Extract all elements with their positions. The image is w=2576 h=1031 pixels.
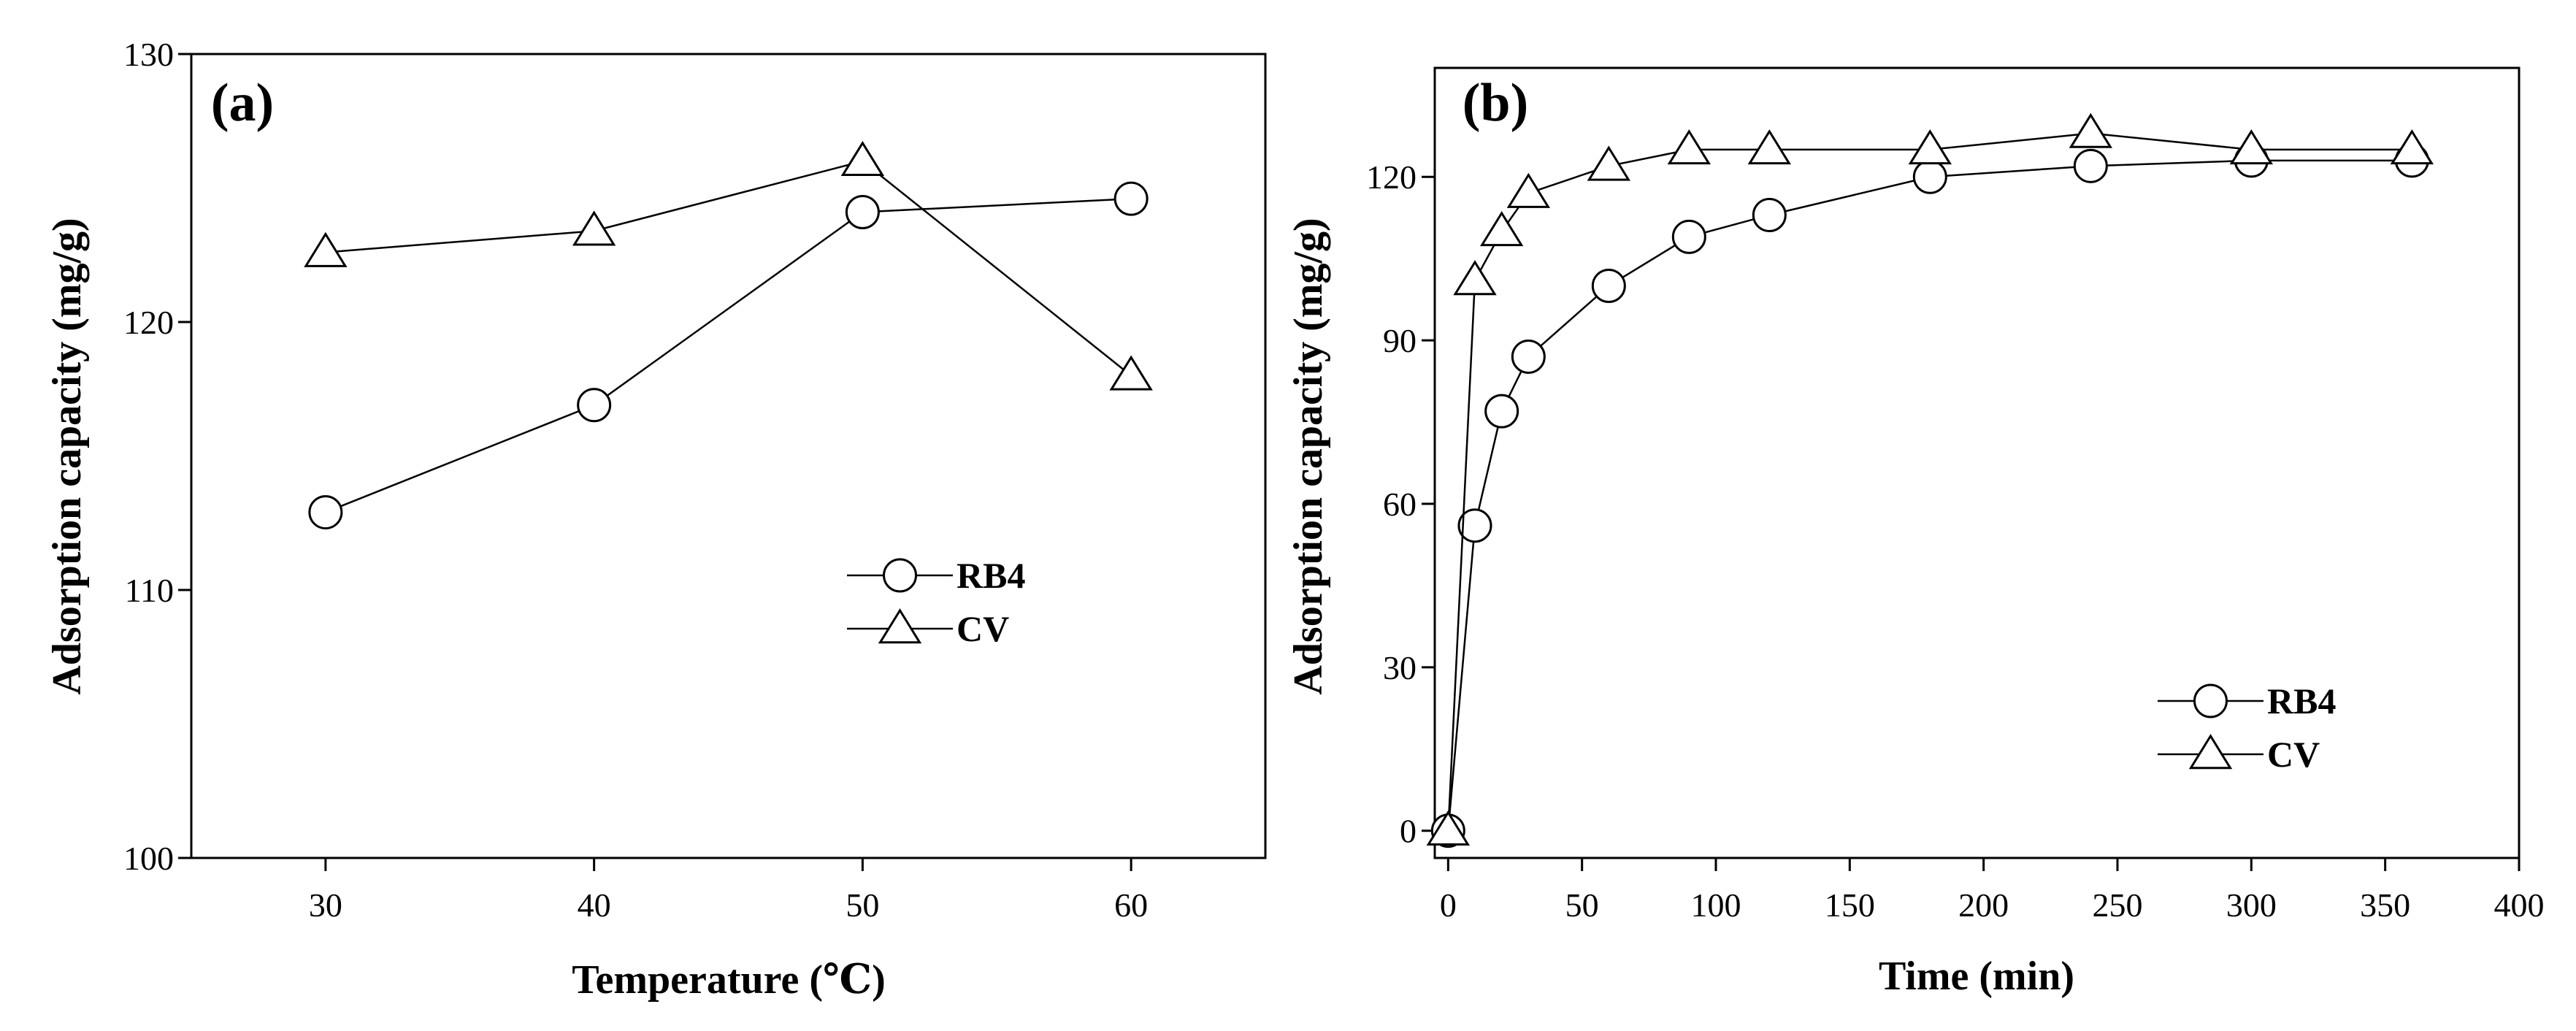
- panel-label: (b): [1463, 73, 1528, 133]
- x-tick-label: 60: [1114, 886, 1148, 924]
- legend-entry-cv: CV: [847, 608, 1009, 649]
- y-tick-label: 30: [1383, 649, 1417, 686]
- legend-label: RB4: [2267, 681, 2336, 721]
- panel-b: 0 50 100 150 200 250 300 350 400 0 30 60 90 120 Time (…: [1286, 66, 2545, 999]
- series-cv: [1426, 112, 2434, 846]
- y-tick-label: 0: [1400, 813, 1417, 850]
- y-tick-label: 110: [125, 572, 174, 609]
- y-tick-label: 60: [1383, 486, 1417, 523]
- circle-point: [1484, 394, 1519, 429]
- circle-point: [308, 495, 343, 530]
- legend-entry-rb4: RB4: [847, 555, 1025, 596]
- triangle-point: [1426, 810, 1471, 846]
- x-tick-label: 100: [1691, 886, 1741, 924]
- circle-point: [1457, 508, 1492, 543]
- y-tick-label: 90: [1383, 322, 1417, 359]
- circle-point: [1591, 268, 1626, 303]
- circle-point: [1752, 197, 1787, 232]
- circle-point: [2073, 148, 2108, 183]
- legend-circle-marker: [2193, 683, 2228, 718]
- x-tick-label: 50: [846, 886, 879, 924]
- triangle-point: [2069, 112, 2113, 148]
- circle-point: [1671, 219, 1706, 254]
- x-tick-label: 350: [2360, 886, 2410, 924]
- x-tick-label: 200: [1958, 886, 2009, 924]
- x-tick-label: 250: [2093, 886, 2143, 924]
- circle-point: [845, 195, 880, 230]
- triangle-point: [1908, 129, 1952, 165]
- y-axis-title: Adsorption capacity (mg/g): [1286, 218, 1331, 694]
- plot-frame: [1433, 66, 2521, 859]
- triangle-point: [304, 231, 348, 267]
- x-tick-label: 150: [1825, 886, 1875, 924]
- triangle-point: [1587, 145, 1631, 181]
- legend-entry-rb4: RB4: [2158, 681, 2336, 721]
- legend-label: RB4: [957, 555, 1025, 596]
- legend-label: CV: [2267, 734, 2320, 775]
- x-tick-label: 300: [2226, 886, 2277, 924]
- x-tick-label: 50: [1565, 886, 1599, 924]
- series-line: [325, 160, 1132, 377]
- circle-point: [1511, 339, 1546, 374]
- series-line: [1447, 159, 2412, 831]
- circle-point: [1912, 159, 1947, 194]
- triangle-point: [2390, 129, 2434, 165]
- triangle-point: [1747, 129, 1792, 165]
- triangle-point: [2229, 129, 2274, 165]
- triangle-point: [840, 140, 885, 177]
- triangle-point: [1453, 260, 1497, 296]
- x-tick-label: 0: [1440, 886, 1457, 924]
- triangle-point: [1479, 211, 1524, 247]
- circle-point: [1113, 181, 1149, 216]
- x-tick-label: 30: [309, 886, 342, 924]
- circle-point: [577, 388, 612, 423]
- legend-triangle-marker: [878, 608, 922, 644]
- panel-a: 30 40 50 60 100 110 120 130 Temperature (℃) Adsor…: [45, 36, 1267, 1003]
- triangle-point: [1109, 355, 1153, 391]
- series-line: [1447, 132, 2412, 831]
- triangle-point: [1667, 129, 1711, 165]
- y-axis-title: Adsorption capacity (mg/g): [45, 218, 90, 694]
- legend-triangle-marker: [2188, 734, 2233, 770]
- y-tick-label: 120: [123, 304, 174, 341]
- x-axis-title: Temperature (℃): [572, 957, 885, 1003]
- triangle-point: [1506, 172, 1551, 208]
- y-tick-label: 100: [123, 840, 174, 877]
- y-tick-label: 120: [1366, 158, 1417, 196]
- triangle-point: [572, 210, 616, 246]
- series-cv: [304, 140, 1153, 391]
- series-rb4: [1430, 143, 2429, 848]
- y-tick-label: 130: [123, 36, 174, 73]
- legend-entry-cv: CV: [2158, 734, 2320, 775]
- series-line: [325, 197, 1132, 513]
- legend-circle-marker: [883, 558, 917, 593]
- x-tick-label: 40: [578, 886, 611, 924]
- series-rb4: [308, 181, 1149, 530]
- legend-label: CV: [957, 608, 1009, 649]
- plot-frame: [190, 53, 1267, 859]
- x-axis-title: Time (min): [1879, 954, 2074, 999]
- panel-label: (a): [211, 73, 274, 133]
- x-tick-label: 400: [2494, 886, 2545, 924]
